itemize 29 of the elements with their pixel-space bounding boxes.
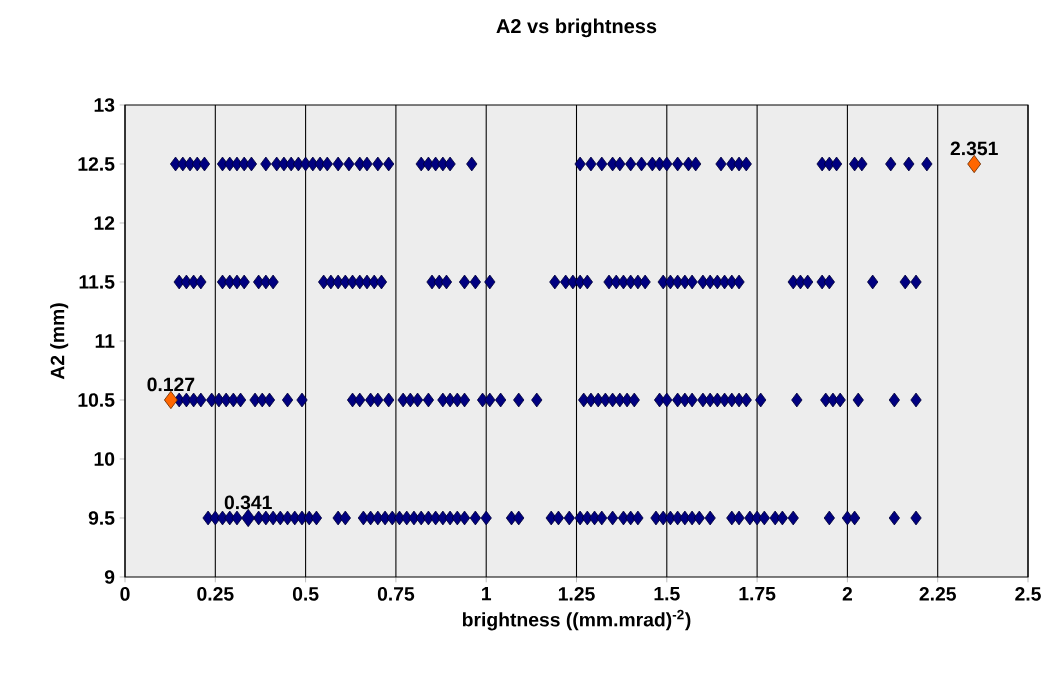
x-tick-label: 2.25	[919, 587, 956, 601]
x-tick-label: 2.5	[1015, 587, 1041, 601]
y-tick-label: 10	[94, 452, 115, 466]
x-tick-label: 1.25	[558, 587, 595, 601]
point	[241, 508, 256, 528]
point	[967, 154, 982, 174]
x-axis-title: brightness ((mm.mrad)$^{-2}$)	[462, 609, 691, 631]
y-tick-label: 12	[94, 216, 115, 230]
y-tick-label: 12.5	[78, 157, 115, 171]
x-tick-label: 0.25	[197, 587, 234, 601]
x-tick-label: 1	[482, 587, 492, 601]
x-tick-label: 1.75	[739, 587, 776, 601]
y-tick-label: 9.5	[88, 511, 115, 525]
y-tick-label: 11	[95, 334, 115, 348]
y-tick-label: 9	[104, 570, 115, 584]
annotation: 0.127	[147, 377, 195, 392]
annotation: 2.351	[950, 141, 998, 156]
x-tick-label: 1.5	[654, 587, 680, 601]
annotation: 0.341	[224, 495, 272, 510]
y-axis-title: A2 (mm)	[50, 303, 69, 380]
x-tick-label: 0	[120, 587, 130, 601]
point	[163, 390, 178, 410]
x-tick-label: 0.75	[377, 587, 415, 601]
y-tick-label: 10.5	[78, 393, 115, 407]
y-tick-label: 11.5	[79, 275, 115, 289]
x-tick-label: 2	[842, 587, 852, 601]
chart-title: A2 vs brightness	[496, 18, 657, 38]
y-tick-label: 13	[94, 98, 115, 112]
x-tick-label: 0.5	[292, 587, 319, 601]
